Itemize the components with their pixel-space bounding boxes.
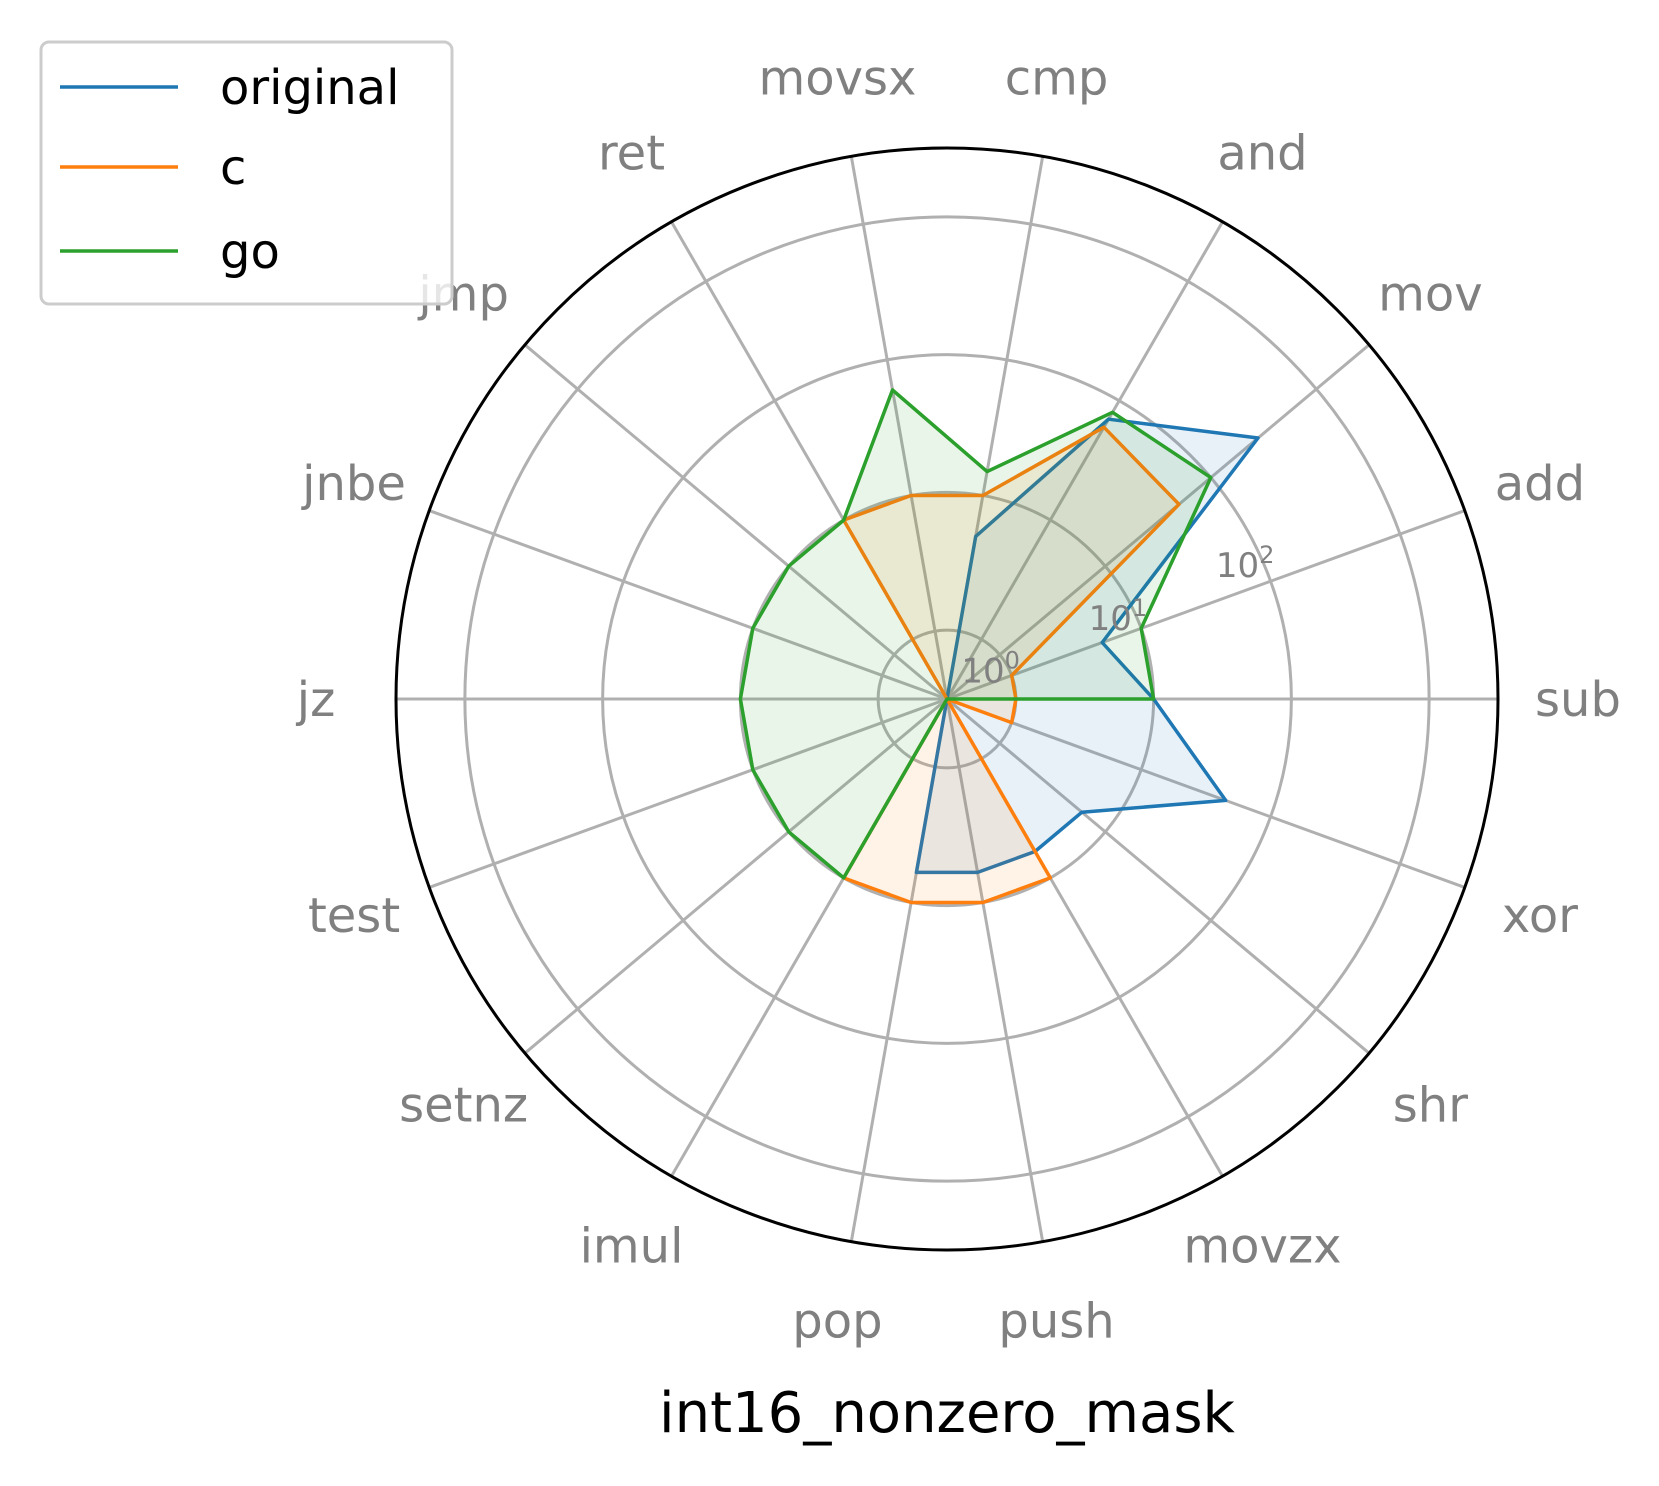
data-point-original-shr (1080, 810, 1084, 814)
axis-label-sub: sub (1535, 672, 1621, 728)
axis-label-mov: mov (1378, 266, 1483, 322)
ring-label-10-1: 101 (1089, 594, 1148, 639)
grid-spoke (945, 698, 1045, 1242)
data-point-c-and (1102, 425, 1106, 429)
axis-label-shr: shr (1393, 1078, 1468, 1134)
grid-spoke (946, 697, 1466, 889)
data-point-go-and (1111, 410, 1115, 414)
grid-spoke (428, 697, 948, 889)
grid-spoke (428, 509, 948, 701)
axis-label-setnz: setnz (399, 1078, 528, 1134)
data-point-go-cmp (985, 470, 989, 474)
series-layer (738, 388, 1260, 905)
data-point-go-setnz (787, 830, 791, 834)
grid-spoke (523, 697, 948, 1055)
data-point-go-add (1139, 626, 1143, 630)
data-point-go-imul (842, 876, 846, 880)
axis-label-ret: ret (598, 126, 665, 182)
legend-label-c: c (220, 140, 246, 196)
grid-spoke (946, 343, 1371, 701)
data-point-original-cmp (974, 534, 978, 538)
axis-label-jnbe: jnbe (301, 456, 406, 512)
series-fill-go (740, 390, 1211, 878)
axis-label-imul: imul (580, 1218, 684, 1274)
axis-label-cmp: cmp (1005, 51, 1109, 107)
legend: original c go (39, 40, 454, 306)
ring-labels: 100 101 102 (961, 541, 1274, 691)
data-point-go-mov (1209, 476, 1213, 480)
data-point-original-pop (914, 870, 918, 874)
data-point-c-push (981, 900, 985, 904)
axis-label-and: and (1217, 126, 1307, 182)
data-point-c-movzx (1048, 876, 1052, 880)
data-point-original-and (1107, 417, 1111, 421)
data-point-c-add (1010, 673, 1014, 677)
series-fill-c (843, 427, 1179, 903)
grid-spoke (946, 697, 1371, 1055)
axis-label-jz: jz (296, 672, 336, 728)
data-point-go-jz (738, 697, 742, 701)
axis-label-xor: xor (1502, 888, 1578, 944)
grid-spoke (945, 221, 1224, 700)
legend-label-original: original (220, 60, 399, 116)
legend-label-go: go (220, 224, 280, 280)
data-point-c-xor (1010, 721, 1014, 725)
axis-label-test: test (308, 888, 400, 944)
axis-label-push: push (998, 1293, 1114, 1349)
data-point-c-mov (1177, 502, 1181, 506)
grid-spoke (849, 156, 949, 700)
series-fill-original (916, 419, 1258, 873)
ring-label-10-2: 102 (1216, 541, 1275, 586)
data-point-original-xor (1224, 798, 1228, 802)
data-point-go-jnbe (751, 626, 755, 630)
legend-frame (39, 40, 454, 306)
data-point-go-ret (842, 518, 846, 522)
data-point-go-jmp (787, 564, 791, 568)
axis-label-movsx: movsx (758, 51, 916, 107)
chart-title: int16_nonzero_mask (659, 1381, 1235, 1446)
data-point-c-cmp (981, 494, 985, 498)
data-point-go-test (751, 768, 755, 772)
axis-label-add: add (1495, 456, 1585, 512)
ring-label-10-0: 100 (961, 647, 1020, 692)
outer-frame (394, 146, 1500, 1252)
data-point-c-pop (909, 900, 913, 904)
data-point-go-xor (945, 697, 949, 701)
data-point-original-mov (1256, 436, 1260, 440)
grid-spoke (946, 509, 1466, 701)
axis-labels: subaddmovandcmpmovsxretjmpjnbejztestsetn… (296, 51, 1621, 1350)
data-point-go-sub (1152, 697, 1156, 701)
axis-label-movzx: movzx (1183, 1218, 1341, 1274)
data-point-original-push (976, 870, 980, 874)
data-point-c-movsx (909, 494, 913, 498)
axis-label-pop: pop (792, 1293, 882, 1349)
data-point-original-add (1100, 641, 1104, 645)
data-point-go-movsx (891, 388, 895, 392)
grid-spoke (523, 343, 948, 701)
series-line-original (914, 417, 1260, 875)
